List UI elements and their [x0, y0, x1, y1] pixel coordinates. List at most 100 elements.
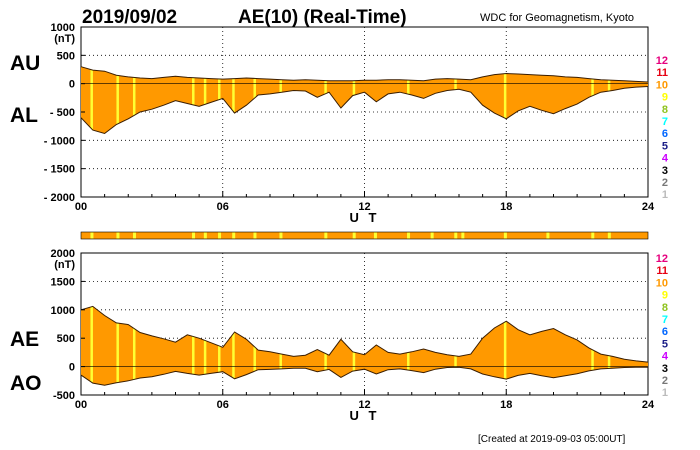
au-line	[80, 66, 649, 83]
station-highlight	[192, 306, 195, 386]
station-highlight	[324, 306, 327, 386]
x-tick-label: 06	[217, 201, 229, 213]
station-highlight	[132, 66, 136, 134]
legend-item-8: 8	[662, 104, 668, 116]
ae-label: AE	[10, 328, 39, 351]
al-line	[80, 86, 649, 135]
x-tick-label: 18	[500, 399, 512, 411]
station-highlight	[503, 306, 507, 386]
station-highlight	[591, 306, 594, 386]
x-tick-label: 00	[75, 399, 87, 411]
strip-highlight	[324, 232, 328, 239]
legend-item-12: 12	[656, 253, 668, 265]
y-tick-label: 1000	[51, 22, 75, 34]
ae-ao-panel: 2000 1500 1000 500 0 -500 00 06 12 18 24 (nT) U T	[51, 248, 655, 423]
y-tick-label: 500	[57, 333, 75, 345]
station-count-strip	[80, 231, 649, 240]
station-highlight	[454, 66, 457, 134]
station-highlight	[607, 306, 611, 386]
strip-highlight	[430, 232, 434, 239]
x-tick-label: 12	[358, 201, 370, 213]
y-tick-label: - 1500	[44, 164, 75, 176]
legend-item-2: 2	[662, 177, 668, 189]
legend-item-1: 1	[662, 189, 668, 201]
y-tick-label: -500	[53, 390, 75, 402]
strip-highlight	[352, 232, 356, 239]
legend-item-10: 10	[656, 79, 668, 91]
legend-item-8: 8	[662, 302, 668, 314]
legend-item-7: 7	[662, 314, 668, 326]
y-tick-label: - 2000	[44, 192, 75, 204]
date-label: 2019/09/02	[82, 7, 177, 28]
strip-highlight	[192, 232, 196, 239]
legend-item-7: 7	[662, 116, 668, 128]
station-highlight	[203, 306, 207, 386]
ae-ao-unit-label: (nT)	[54, 259, 75, 271]
y-tick-label: 0	[69, 79, 75, 91]
legend-item-10: 10	[656, 277, 668, 289]
au-al-panel: 1000 500 0 - 500 - 1000 - 1500 - 2000 00 06 12 18…	[44, 22, 655, 225]
station-highlight	[279, 306, 282, 386]
au-al-grid	[81, 26, 648, 198]
strip-highlight	[591, 232, 595, 239]
station-highlight	[253, 306, 256, 386]
y-tick-label: 500	[57, 50, 75, 62]
station-highlight	[90, 306, 93, 386]
chart-title: AE(10) (Real-Time)	[238, 7, 407, 28]
strip-highlight	[503, 232, 507, 239]
legend-item-5: 5	[662, 338, 668, 350]
ao-label: AO	[10, 372, 42, 395]
legend-item-3: 3	[662, 363, 668, 375]
x-tick-label: 06	[217, 399, 229, 411]
strip-highlight	[373, 232, 377, 239]
au-al-x-axis-label: U T	[350, 210, 380, 225]
legend-item-4: 4	[662, 153, 669, 165]
strip-highlight	[218, 232, 222, 239]
strip-highlight	[203, 232, 207, 239]
station-highlight	[132, 306, 136, 386]
strip-highlight	[253, 232, 257, 239]
x-tick-label: 00	[75, 201, 87, 213]
legend-item-1: 1	[662, 387, 668, 399]
y-tick-label: 1000	[51, 305, 75, 317]
station-highlight	[352, 306, 356, 386]
station-highlight	[218, 66, 221, 134]
y-tick-label: 1500	[51, 276, 75, 288]
strip-highlight	[546, 232, 550, 239]
y-tick-label: - 500	[50, 107, 75, 119]
credit-label: WDC for Geomagnetism, Kyoto	[480, 12, 634, 24]
strip-highlight	[607, 232, 611, 239]
legend-item-11: 11	[656, 67, 668, 79]
y-tick-label: - 1000	[44, 135, 75, 147]
y-tick-label: 0	[69, 362, 75, 374]
x-tick-label: 12	[358, 399, 370, 411]
au-al-x-ticks: 00 06 12 18 24	[75, 191, 655, 213]
ae-ao-x-axis-label: U T	[350, 408, 380, 423]
ae-ao-x-ticks: 00 06 12 18 24	[75, 389, 655, 411]
created-timestamp: [Created at 2019-09-03 05:00UT]	[478, 434, 626, 445]
strip-highlight	[132, 232, 136, 239]
station-highlight	[232, 306, 235, 386]
au-al-unit-label: (nT)	[54, 33, 75, 45]
legend-item-4: 4	[662, 351, 669, 363]
x-tick-label: 24	[642, 399, 655, 411]
strip-highlight	[90, 232, 94, 239]
station-highlight	[90, 66, 93, 134]
station-highlight	[232, 66, 235, 134]
strip-highlight	[232, 232, 236, 239]
station-highlight	[192, 66, 195, 134]
ae-line	[80, 305, 649, 363]
station-highlight	[407, 306, 410, 386]
legend-item-6: 6	[662, 326, 668, 338]
y-tick-label: 2000	[51, 248, 75, 260]
station-highlight	[116, 306, 119, 386]
legend-item-6: 6	[662, 128, 668, 140]
legend-item-12: 12	[656, 55, 668, 67]
station-highlight	[218, 306, 221, 386]
x-tick-label: 18	[500, 201, 512, 213]
strip-highlight	[454, 232, 458, 239]
al-label: AL	[10, 104, 38, 127]
legend-item-9: 9	[662, 92, 668, 104]
